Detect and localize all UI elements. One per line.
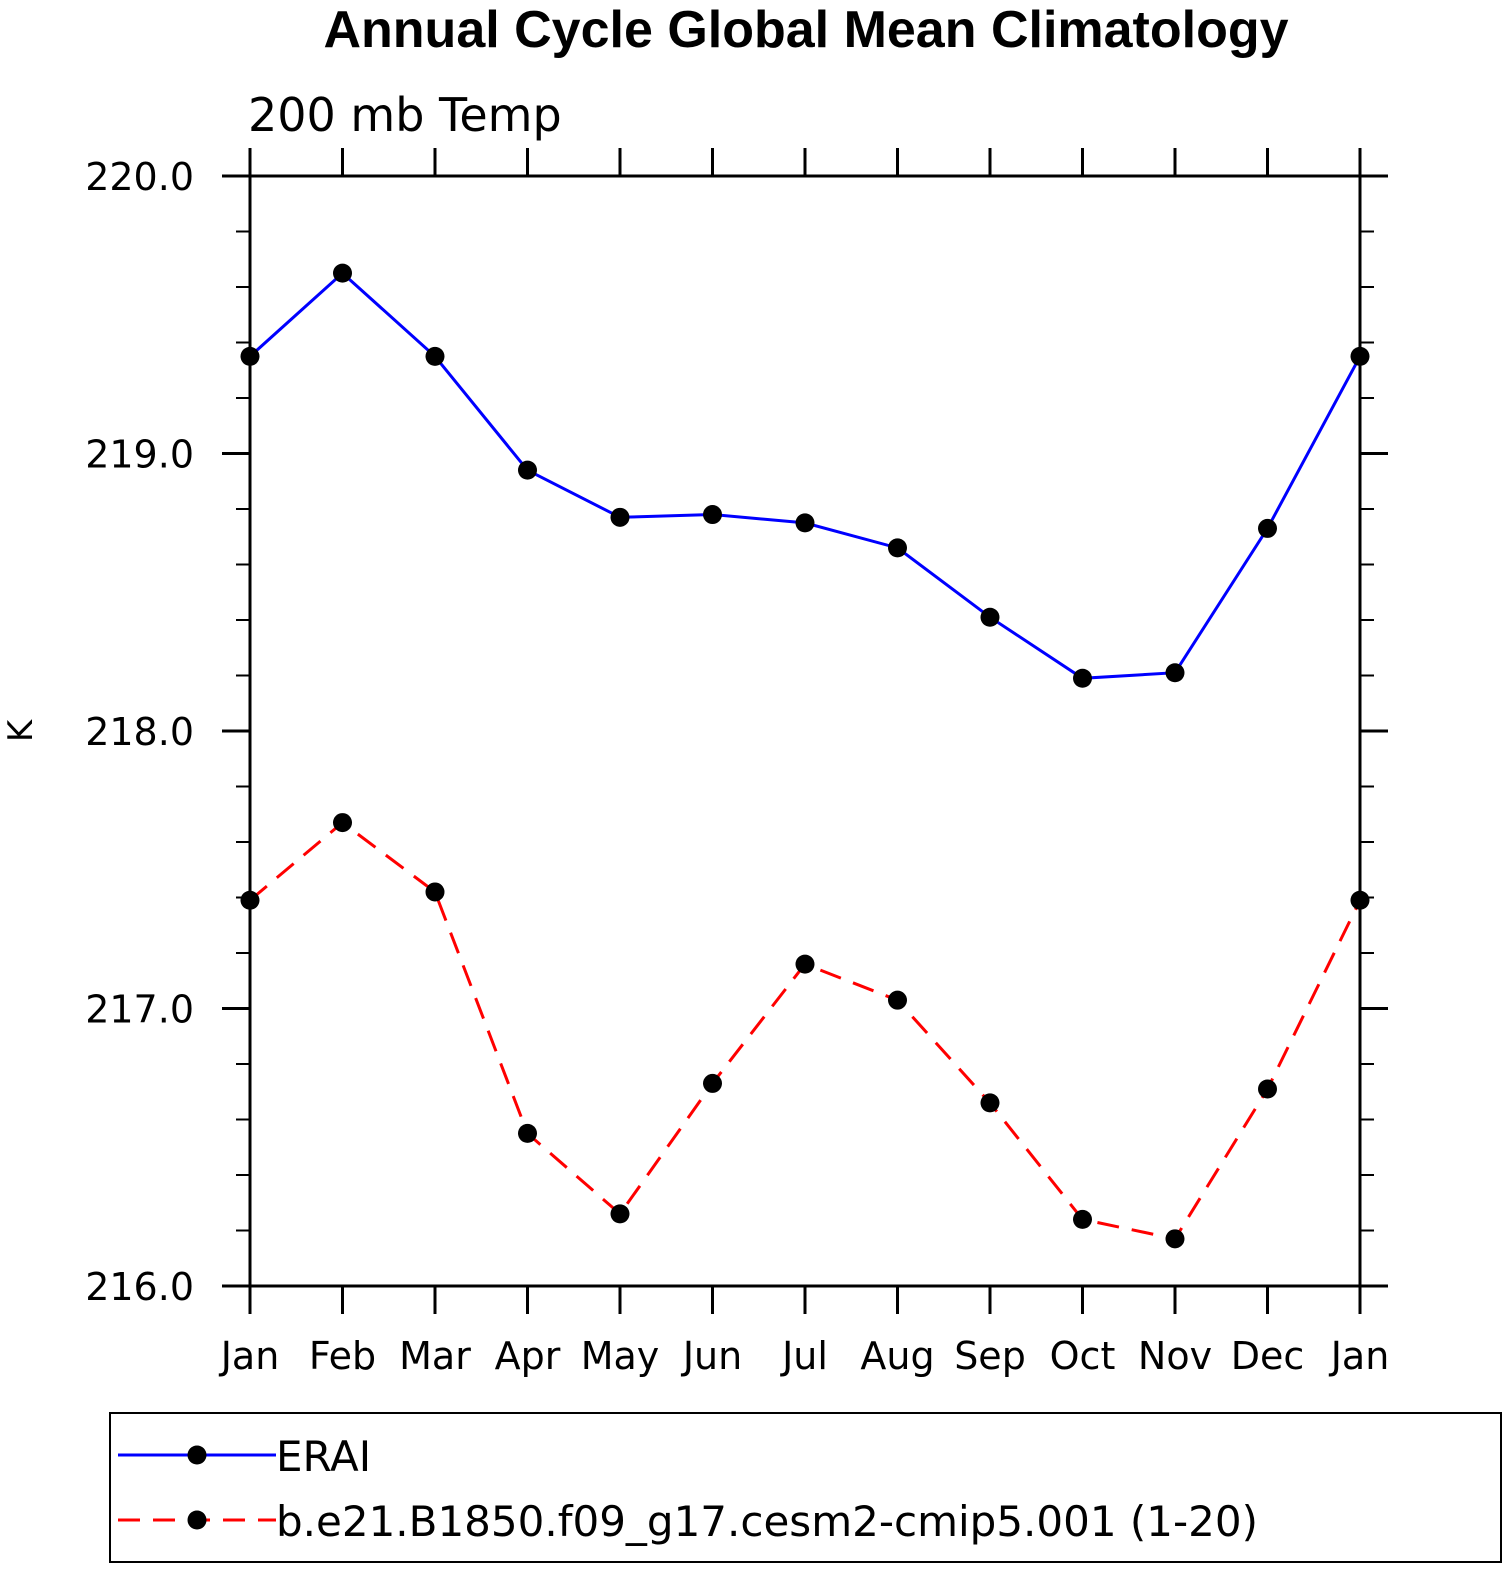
legend-marker-erai	[187, 1445, 207, 1465]
x-tick-label: Jan	[219, 1334, 280, 1378]
data-point-series-1	[1350, 890, 1370, 910]
data-point-series-1	[518, 1123, 537, 1143]
legend: ERAI b.e21.B1850.f09_g17.cesm2-cmip5.001…	[109, 1412, 1502, 1563]
x-tick-label: Nov	[1138, 1334, 1212, 1378]
x-tick-label: Jul	[780, 1334, 828, 1378]
data-point-series-1	[1258, 1079, 1277, 1099]
y-axis-label: K	[1, 718, 41, 742]
legend-label-erai: ERAI	[276, 1432, 371, 1481]
y-tick-labels: 220.0 219.0 218.0 217.0 216.0	[85, 155, 194, 1309]
data-point-series-0	[888, 538, 907, 558]
series-points	[240, 263, 1370, 1249]
data-point-series-0	[610, 507, 630, 527]
x-tick-labels: Jan Feb Mar Apr May Jun Jul Aug Sep Oct Nov Dec Jan	[219, 1334, 1390, 1378]
x-tick-label: Oct	[1050, 1334, 1116, 1378]
x-tick-label: May	[581, 1334, 660, 1378]
data-point-series-1	[1165, 1229, 1185, 1249]
x-tick-label: Apr	[495, 1334, 561, 1378]
data-point-series-1	[240, 890, 260, 910]
x-tick-label: Jan	[1329, 1334, 1390, 1378]
data-point-series-0	[425, 346, 445, 366]
x-tick-label: Feb	[309, 1334, 376, 1378]
series-line-1	[249, 820, 1362, 1241]
data-point-series-1	[795, 954, 815, 974]
data-point-series-1	[1073, 1209, 1092, 1229]
x-tick-label: Mar	[399, 1334, 471, 1378]
data-point-series-0	[333, 263, 352, 283]
x-tick-label: Dec	[1231, 1334, 1305, 1378]
x-tick-label: Aug	[860, 1334, 934, 1378]
data-point-series-0	[518, 460, 537, 480]
data-point-series-0	[1165, 663, 1185, 683]
data-point-series-1	[610, 1204, 630, 1224]
data-point-series-1	[425, 882, 445, 902]
data-point-series-1	[888, 990, 907, 1010]
data-point-series-1	[980, 1093, 1000, 1113]
data-point-series-0	[795, 513, 815, 533]
data-point-series-1	[703, 1073, 722, 1093]
legend-marker-cesm2	[187, 1510, 207, 1530]
x-tick-label: Sep	[954, 1334, 1026, 1378]
data-point-series-0	[240, 346, 260, 366]
data-point-series-0	[1258, 518, 1277, 538]
y-tick-label: 220.0	[85, 155, 194, 199]
legend-box	[109, 1412, 1502, 1563]
chart-subtitle: 200 mb Temp	[248, 88, 562, 142]
y-tick-label: 219.0	[85, 433, 194, 477]
data-point-series-0	[1073, 668, 1092, 688]
y-tick-label: 216.0	[85, 1265, 194, 1309]
x-tick-label: Jun	[681, 1334, 742, 1378]
plot-frame	[248, 174, 1362, 1288]
y-tick-label: 218.0	[85, 710, 194, 754]
series-line-0	[248, 271, 1362, 680]
series-lines	[248, 271, 1362, 1241]
legend-label-cesm2: b.e21.B1850.f09_g17.cesm2-cmip5.001 (1-2…	[276, 1497, 1258, 1546]
data-point-series-1	[333, 813, 352, 833]
y-tick-label: 217.0	[85, 988, 194, 1032]
data-point-series-0	[980, 607, 1000, 627]
data-point-series-0	[703, 505, 722, 525]
chart-title: Annual Cycle Global Mean Climatology	[323, 1, 1288, 59]
data-point-series-0	[1350, 346, 1370, 366]
